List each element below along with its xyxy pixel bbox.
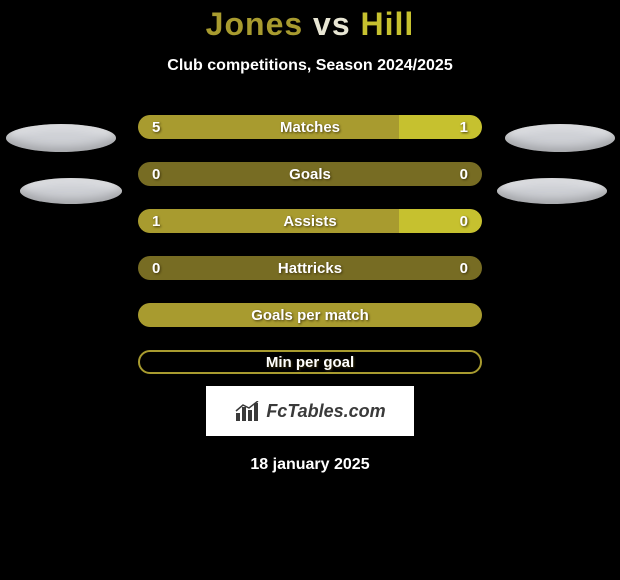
stat-value-right: 0 (460, 162, 468, 186)
stats-container: 5 Matches 1 0 Goals 0 1 Assists 0 0 Hatt… (0, 115, 620, 374)
stat-row-goals: 0 Goals 0 (138, 162, 482, 186)
stat-label: Goals per match (251, 307, 369, 324)
stat-value-right: 0 (460, 209, 468, 233)
stat-fill-left (138, 115, 399, 139)
stat-fill-right (399, 209, 482, 233)
stat-label: Min per goal (266, 354, 354, 371)
stat-value-left: 0 (152, 256, 160, 280)
stat-label: Assists (283, 213, 336, 230)
stat-value-left: 5 (152, 115, 160, 139)
stat-value-right: 0 (460, 256, 468, 280)
stat-row-goals-per-match: Goals per match (138, 303, 482, 327)
stat-row-hattricks: 0 Hattricks 0 (138, 256, 482, 280)
player1-name: Jones (206, 6, 303, 42)
stat-value-left: 0 (152, 162, 160, 186)
player2-name: Hill (361, 6, 415, 42)
date-label: 18 january 2025 (0, 456, 620, 474)
ellipse-decoration (20, 178, 122, 204)
ellipse-decoration (497, 178, 607, 204)
stat-label: Goals (289, 166, 331, 183)
stat-value-left: 1 (152, 209, 160, 233)
stat-value-right: 1 (460, 115, 468, 139)
ellipse-decoration (6, 124, 116, 152)
ellipse-decoration (505, 124, 615, 152)
stats-bars-icon (234, 401, 260, 421)
stat-fill-left (138, 209, 399, 233)
stat-row-min-per-goal: Min per goal (138, 350, 482, 374)
stat-label: Hattricks (278, 260, 342, 277)
stat-row-matches: 5 Matches 1 (138, 115, 482, 139)
stat-label: Matches (280, 119, 340, 136)
subtitle: Club competitions, Season 2024/2025 (0, 57, 620, 75)
vs-text: vs (313, 6, 351, 42)
brand-box[interactable]: FcTables.com (206, 386, 414, 436)
stat-row-assists: 1 Assists 0 (138, 209, 482, 233)
brand-text: FcTables.com (266, 401, 385, 422)
comparison-title: Jones vs Hill (0, 0, 620, 43)
stat-fill-right (399, 115, 482, 139)
